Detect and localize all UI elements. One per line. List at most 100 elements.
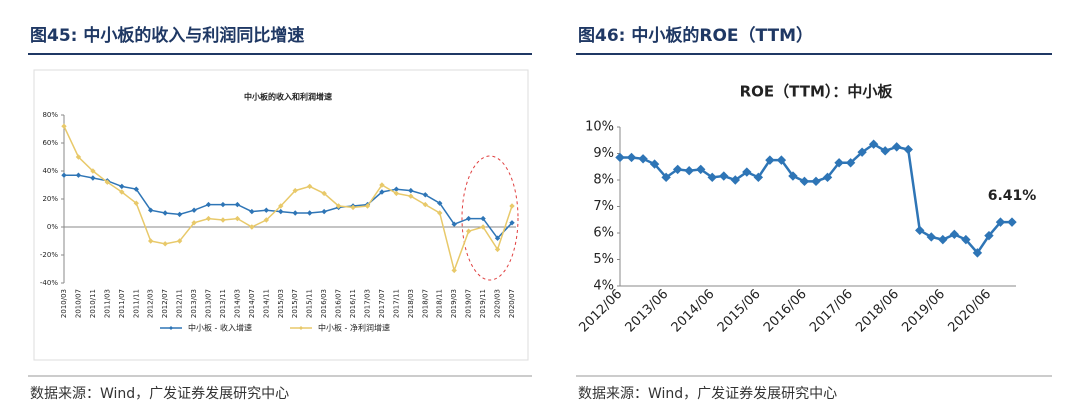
point-marker	[379, 189, 385, 195]
legend-marker	[169, 326, 173, 330]
y-tick-label: 60%	[42, 139, 58, 147]
x-tick-label: 2019/03	[450, 289, 458, 318]
x-tick-label: 2014/03	[233, 289, 241, 318]
point-marker	[707, 172, 717, 183]
point-marker	[915, 225, 925, 236]
point-marker	[278, 208, 284, 215]
highlight-ellipse	[461, 155, 519, 281]
point-marker	[880, 146, 890, 156]
series-line	[64, 174, 513, 240]
y-tick-label: 4%	[593, 279, 614, 294]
point-marker	[61, 172, 67, 178]
point-marker	[638, 154, 648, 164]
point-marker	[822, 172, 833, 183]
point-marker	[263, 207, 270, 213]
y-tick-label: 0%	[47, 223, 58, 231]
point-marker	[90, 168, 96, 174]
x-tick-label: 2019/07	[465, 289, 473, 318]
y-tick-label: 9%	[593, 146, 614, 161]
y-tick-label: 20%	[42, 195, 58, 203]
point-marker	[133, 200, 139, 206]
point-marker	[148, 238, 154, 244]
x-tick-label: 2012/03	[147, 289, 155, 318]
chart-title: 中小板的收入和利润增速	[244, 92, 332, 102]
x-tick-label: 2016/03	[320, 289, 328, 318]
point-marker	[845, 158, 856, 168]
point-marker	[615, 152, 625, 163]
point-marker	[451, 221, 457, 227]
point-marker	[176, 238, 183, 244]
x-tick-label: 2013/11	[219, 289, 227, 318]
point-marker	[220, 217, 226, 223]
point-marker	[730, 175, 741, 185]
x-tick-label: 2018/07	[421, 289, 429, 318]
point-marker	[480, 215, 486, 222]
point-marker	[891, 142, 902, 152]
point-marker	[249, 224, 255, 230]
point-marker	[205, 201, 212, 208]
legend-marker	[299, 326, 303, 330]
chart-title: ROE（TTM）：中小板	[740, 83, 894, 101]
point-marker	[422, 201, 428, 208]
y-tick-label: 6%	[593, 226, 614, 241]
point-marker	[306, 210, 313, 216]
y-tick-label: 5%	[593, 252, 614, 267]
point-marker	[119, 183, 125, 190]
point-marker	[480, 224, 486, 230]
x-tick-label: 2020/06	[945, 287, 994, 336]
point-marker	[437, 200, 443, 206]
point-marker	[811, 176, 821, 187]
point-marker	[494, 246, 501, 253]
point-marker	[765, 155, 775, 165]
point-marker	[408, 187, 414, 194]
point-marker	[509, 220, 515, 226]
y-tick-label: 8%	[593, 173, 614, 188]
x-tick-label: 2019/06	[899, 287, 948, 336]
point-marker	[292, 210, 298, 216]
source: 数据来源：Wind，广发证券发展研究中心	[30, 386, 289, 402]
point-marker	[799, 176, 810, 187]
point-marker	[306, 183, 313, 190]
point-marker	[321, 190, 327, 197]
point-marker	[176, 211, 183, 218]
x-tick-label: 2016/06	[761, 287, 810, 336]
point-marker	[292, 187, 298, 194]
point-marker	[465, 228, 472, 234]
x-tick-label: 2018/06	[853, 287, 902, 336]
point-marker	[1007, 217, 1017, 227]
point-marker	[133, 186, 139, 192]
point-marker	[903, 144, 913, 155]
point-marker	[857, 147, 867, 157]
point-marker	[350, 204, 356, 211]
point-marker	[437, 210, 443, 216]
x-tick-label: 2020/03	[494, 289, 502, 318]
x-tick-label: 2017/07	[378, 289, 386, 318]
point-marker	[364, 203, 371, 209]
point-marker	[984, 230, 994, 241]
point-marker	[834, 158, 844, 168]
point-marker	[695, 164, 706, 175]
point-marker	[684, 166, 694, 176]
point-marker	[148, 207, 154, 213]
point-marker	[672, 164, 683, 175]
figure-title: 图45: 中小板的收入与利润同比增速	[30, 25, 304, 46]
x-tick-label: 2010/03	[60, 289, 68, 318]
point-marker	[379, 182, 385, 188]
y-tick-label: -40%	[40, 279, 58, 287]
point-marker	[661, 172, 671, 183]
y-tick-label: 80%	[42, 111, 58, 119]
point-marker	[753, 172, 764, 183]
point-marker	[119, 189, 125, 195]
point-marker	[278, 203, 284, 209]
data-label: 6.41%	[988, 188, 1037, 204]
x-tick-label: 2013/03	[190, 289, 198, 318]
point-marker	[626, 152, 637, 163]
x-tick-label: 2017/06	[807, 287, 856, 336]
point-marker	[422, 192, 428, 198]
point-marker	[321, 208, 327, 215]
x-tick-label: 2015/11	[306, 289, 314, 318]
y-tick-label: -20%	[40, 251, 58, 259]
x-tick-label: 2016/11	[349, 289, 357, 318]
point-marker	[742, 167, 752, 177]
point-marker	[90, 175, 96, 181]
